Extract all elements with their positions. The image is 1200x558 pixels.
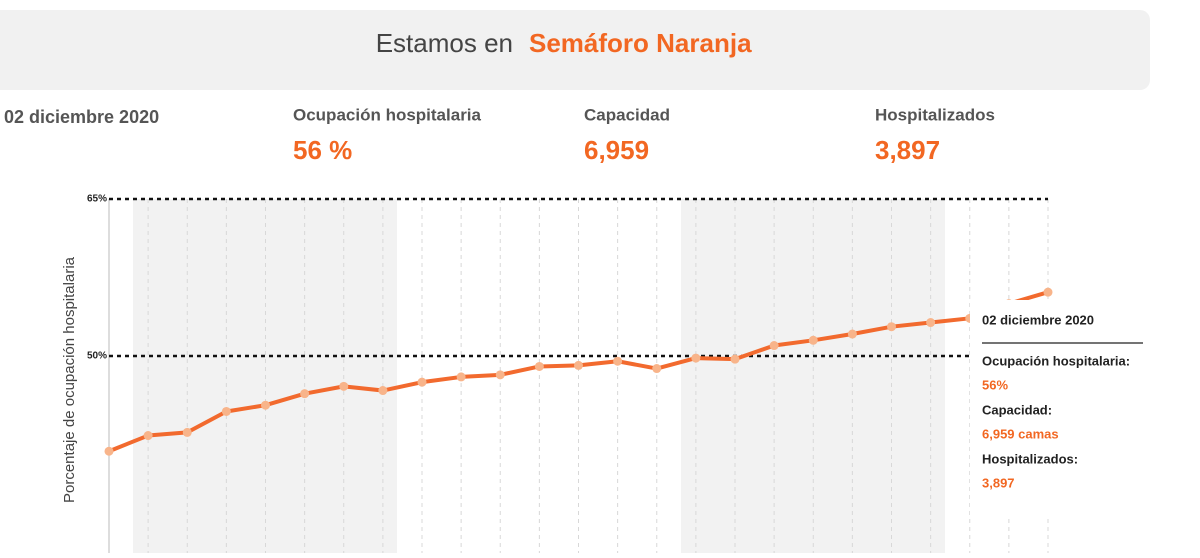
point [691, 353, 701, 363]
point [1043, 287, 1053, 297]
point [926, 318, 936, 328]
tooltip-label: Hospitalizados: [982, 451, 1078, 466]
point [495, 370, 505, 380]
plot: 50% 65% [87, 194, 1053, 555]
point [769, 341, 779, 351]
tooltip [970, 300, 1150, 515]
tooltip-label: Ocupación hospitalaria: [982, 353, 1130, 368]
point [574, 360, 583, 370]
point [339, 381, 349, 391]
banner-prefix: Estamos en [376, 28, 513, 58]
stat-value: 56 % [293, 135, 352, 165]
point [104, 446, 114, 456]
point [534, 361, 544, 371]
point [456, 372, 466, 382]
point [378, 386, 388, 396]
point [417, 377, 427, 387]
tooltip-value: 3,897 [982, 475, 1015, 490]
point [261, 400, 270, 410]
banner-status: Semáforo Naranja [529, 28, 752, 58]
stat-value: 6,959 [584, 135, 649, 165]
stat-label: Ocupación hospitalaria [293, 105, 482, 124]
point [182, 427, 192, 437]
point [143, 431, 153, 441]
banner [0, 10, 1150, 90]
tooltip-value: 56% [982, 377, 1008, 392]
tooltip-rows: Ocupación hospitalaria: 56% Capacidad: 6,95… [982, 353, 1130, 490]
stat-value: 3,897 [875, 135, 940, 165]
y-axis-label: Porcentaje de ocupación hospitalaria [61, 256, 78, 503]
stat-label: Capacidad [584, 105, 670, 124]
stats-date: 02 diciembre 2020 [4, 107, 159, 127]
stats: Ocupación hospitalaria 56 % Capacidad 6,959… [293, 105, 995, 164]
y-tick-label: 50% [87, 351, 107, 362]
stat-label: Hospitalizados [875, 105, 995, 124]
point [887, 322, 896, 332]
point [847, 329, 857, 339]
y-tick-label: 65% [87, 194, 107, 205]
point [652, 364, 662, 374]
tooltip-label: Capacidad: [982, 402, 1052, 417]
tooltip-value: 6,959 camas [982, 426, 1059, 441]
point [613, 356, 623, 366]
point [300, 389, 310, 399]
tooltip-date: 02 diciembre 2020 [982, 312, 1094, 327]
point [730, 354, 740, 364]
point [808, 335, 818, 345]
point [221, 406, 231, 416]
